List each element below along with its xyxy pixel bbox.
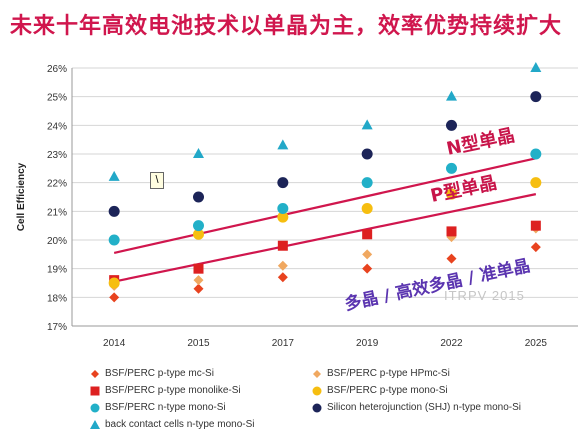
legend-label: BSF/PERC n-type mono-Si xyxy=(105,402,226,413)
page-title: 未来十年高效电池技术以单晶为主，效率优势持续扩大 xyxy=(10,14,563,39)
y-tick-label: 22% xyxy=(47,179,67,190)
chart-legend: BSF/PERC p-type mc-Si BSF/PERC p-type HPm… xyxy=(88,366,578,432)
data-point xyxy=(277,272,288,283)
legend-item: BSF/PERC p-type mc-Si xyxy=(88,366,310,381)
legend-marker-icon xyxy=(90,419,100,429)
data-point xyxy=(108,234,120,246)
data-point xyxy=(362,229,373,240)
data-point xyxy=(193,191,204,203)
data-point xyxy=(277,260,288,271)
legend-item: Silicon heterojunction (SHJ) n-type mono… xyxy=(310,400,578,415)
legend-marker-icon xyxy=(312,403,322,412)
legend-marker-icon xyxy=(90,386,100,395)
data-point xyxy=(361,202,373,214)
data-point xyxy=(362,263,373,274)
legend-label: back contact cells n-type mono-Si xyxy=(105,419,255,430)
annotation-label: N型单晶 xyxy=(444,124,516,160)
legend-marker-icon xyxy=(91,369,99,378)
data-point xyxy=(530,91,542,103)
data-point xyxy=(362,249,373,260)
data-point xyxy=(530,220,541,231)
y-tick-label: 20% xyxy=(47,236,67,247)
data-point xyxy=(193,228,204,240)
legend-label: BSF/PERC p-type monolike-Si xyxy=(105,385,241,396)
data-point xyxy=(193,283,204,294)
legend-label: BSF/PERC p-type mc-Si xyxy=(105,368,214,379)
data-point xyxy=(361,177,373,189)
data-point xyxy=(361,119,373,130)
annotation-label: 多晶 / 高效多晶 / 准单晶 xyxy=(343,255,532,315)
data-point xyxy=(446,253,457,264)
data-point xyxy=(446,188,457,200)
data-point xyxy=(446,119,457,131)
legend-item: BSF/PERC n-type mono-Si xyxy=(88,400,310,415)
y-tick-label: 18% xyxy=(47,293,67,304)
data-point xyxy=(108,277,120,289)
data-point xyxy=(446,226,457,237)
data-point xyxy=(108,170,120,181)
y-tick-label: 23% xyxy=(47,150,67,161)
data-point xyxy=(446,90,457,101)
data-point xyxy=(530,148,542,160)
data-point xyxy=(193,220,204,232)
y-axis-label: Cell Efficiency xyxy=(16,162,27,231)
trend-line xyxy=(113,193,537,283)
y-tick-label: 25% xyxy=(47,93,67,104)
y-tick-label: 21% xyxy=(47,207,67,218)
y-tick-label: 24% xyxy=(47,121,67,132)
data-point xyxy=(193,148,204,158)
data-point xyxy=(193,263,204,274)
data-point xyxy=(108,205,120,217)
data-point xyxy=(193,275,204,286)
data-point xyxy=(277,211,289,223)
legend-marker-icon xyxy=(312,386,322,395)
x-tick-label: 2015 xyxy=(187,338,210,349)
data-point xyxy=(277,202,289,214)
x-tick-label: 2022 xyxy=(440,338,463,349)
data-point xyxy=(530,177,542,189)
data-point xyxy=(530,242,541,253)
data-point xyxy=(277,139,289,150)
legend-label: BSF/PERC p-type mono-Si xyxy=(327,385,448,396)
x-tick-label: 2014 xyxy=(103,338,126,349)
data-point xyxy=(277,177,289,189)
cursor-marker: \ xyxy=(150,172,164,189)
legend-item: BSF/PERC p-type monolike-Si xyxy=(88,383,310,398)
y-tick-label: 17% xyxy=(47,322,67,333)
legend-label: BSF/PERC p-type HPmc-Si xyxy=(327,368,450,379)
data-point xyxy=(109,292,120,303)
y-tick-label: 26% xyxy=(47,64,67,75)
legend-item: back contact cells n-type mono-Si xyxy=(88,417,310,432)
legend-marker-icon xyxy=(90,403,100,412)
data-point xyxy=(361,148,373,160)
watermark: ITRPV 2015 xyxy=(444,288,525,303)
trend-line xyxy=(113,157,537,254)
x-tick-label: 2017 xyxy=(272,338,295,349)
data-point xyxy=(277,240,288,251)
y-tick-label: 19% xyxy=(47,265,67,276)
legend-label: Silicon heterojunction (SHJ) n-type mono… xyxy=(327,402,521,413)
data-point xyxy=(446,162,457,174)
legend-item: BSF/PERC p-type mono-Si xyxy=(310,383,578,398)
x-tick-label: 2025 xyxy=(525,338,548,349)
annotation-label: P型单晶 xyxy=(428,171,498,206)
x-tick-label: 2019 xyxy=(356,338,379,349)
legend-item: BSF/PERC p-type HPmc-Si xyxy=(310,366,578,381)
legend-marker-icon xyxy=(313,369,321,378)
data-point xyxy=(530,62,542,72)
